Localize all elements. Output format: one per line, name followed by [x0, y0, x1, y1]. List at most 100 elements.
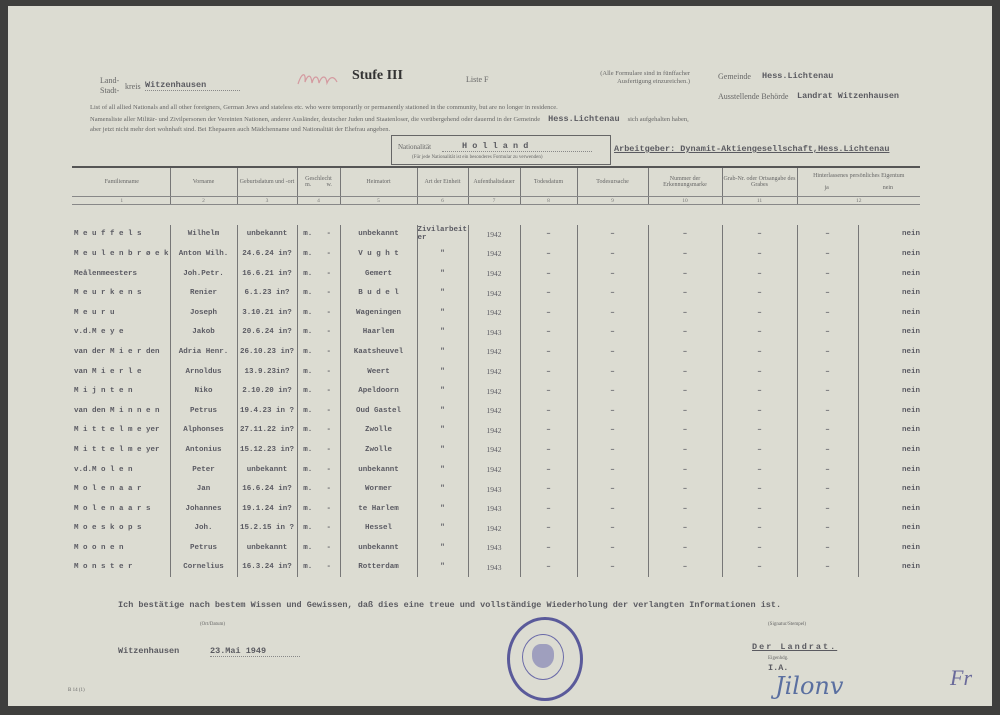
- table-row: v.d.M e y e Jakob 20.6.24 in? m. - Haarlem " 19…: [72, 322, 920, 343]
- table-cell: van den M i n n e n: [74, 406, 160, 415]
- table-cell: –: [647, 263, 722, 284]
- column-header: Art der Einheit: [416, 166, 468, 197]
- table-cell: –: [796, 518, 858, 539]
- table-cell: –: [647, 361, 722, 382]
- official-stamp: [507, 617, 583, 701]
- table-cell: –: [647, 420, 722, 441]
- nationality-box: Nationalität H o l l a n d (Für jede Nat…: [391, 135, 611, 165]
- table-row: M e u f f e l s Wilhelm unbekannt m. - unbeka…: [72, 224, 920, 245]
- table-cell: –: [519, 557, 577, 578]
- table-cell: 1942: [467, 459, 520, 480]
- column-header: Heimatort: [339, 166, 417, 197]
- handwritten-signature: Jilonv: [775, 672, 844, 700]
- table-cell: m.: [296, 498, 318, 519]
- table-cell: 1942: [467, 342, 520, 362]
- table-cell: –: [721, 440, 797, 460]
- table-cell: –: [576, 361, 648, 382]
- table-cell: –: [796, 498, 858, 519]
- table-cell: –: [519, 361, 577, 382]
- table-cell: –: [796, 361, 858, 382]
- table-cell: ": [416, 420, 468, 441]
- table-cell: Jakob: [169, 322, 237, 343]
- table-cell: –: [647, 557, 722, 578]
- table-cell: M e u l e n b r ø e k: [74, 249, 169, 258]
- table-cell: –: [647, 518, 722, 539]
- table-cell: ": [416, 263, 468, 284]
- gemeinde-value: Hess.Lichtenau: [762, 71, 834, 81]
- table-cell: nein: [857, 342, 920, 362]
- land-label: Land-: [100, 76, 120, 85]
- table-cell: nein: [857, 440, 920, 460]
- table-cell: ": [416, 440, 468, 460]
- table-cell: –: [519, 342, 577, 362]
- table-cell: 27.11.22 in?: [236, 420, 297, 441]
- column-number: 2: [169, 196, 237, 205]
- table-cell: M o e s k o p s: [74, 524, 142, 533]
- column-header: Geschlecht m. w.: [296, 166, 340, 197]
- table-cell: -: [326, 504, 331, 513]
- table-cell: 1942: [467, 263, 520, 284]
- table-row: M o o n e n Petrus unbekannt m. - unbekannt " 1…: [72, 538, 920, 558]
- table-cell: 1942: [467, 518, 520, 539]
- kreis-value: Witzenhausen: [145, 80, 240, 91]
- list-label: Liste F: [466, 75, 489, 84]
- table-cell: –: [647, 440, 722, 460]
- ia: I.A.: [768, 663, 789, 673]
- handwritten-initial: Fr: [950, 665, 972, 690]
- role-label: Eigenhdg.: [768, 656, 789, 661]
- table-cell: nein: [857, 381, 920, 401]
- table-cell: Rotterdam: [339, 557, 417, 578]
- table-row: M o e s k o p s Joh. 15.2.15 in ? m. - Hessel…: [72, 518, 920, 539]
- table-cell: ": [416, 479, 468, 499]
- table-cell: –: [519, 440, 577, 460]
- table-cell: –: [576, 302, 648, 323]
- table-cell: -: [326, 308, 331, 317]
- table-cell: -: [326, 249, 331, 258]
- table-cell: m.: [296, 381, 318, 401]
- table-cell: –: [796, 440, 858, 460]
- table-cell: 13.9.23in?: [236, 361, 297, 382]
- table-cell: m.: [296, 302, 318, 323]
- place: Witzenhausen: [118, 646, 180, 656]
- table-cell: unbekannt: [339, 224, 417, 245]
- table-cell: 15.2.15 in ?: [236, 518, 297, 539]
- table-cell: m.: [296, 518, 318, 539]
- table-cell: 16.6.24 in?: [236, 479, 297, 499]
- table-cell: 1943: [467, 498, 520, 519]
- eagle-emblem: [532, 644, 554, 668]
- table-cell: –: [796, 381, 858, 401]
- table-cell: 1943: [467, 557, 520, 578]
- red-annotation: [297, 74, 338, 86]
- table-cell: 16.6.21 in?: [236, 263, 297, 284]
- table-cell: ": [416, 381, 468, 401]
- table-cell: –: [647, 322, 722, 343]
- table-cell: –: [721, 400, 797, 421]
- table-cell: Wormer: [339, 479, 417, 499]
- employer: Arbeitgeber: Dynamit-Aktiengesellschaft,…: [614, 144, 890, 154]
- table-cell: –: [576, 420, 648, 441]
- column-header: Aufenthaltsdauer: [467, 166, 520, 197]
- table-cell: m.: [296, 322, 318, 343]
- table-row: M i t t e l m e yer Antonius 15.12.23 in? m…: [72, 440, 920, 460]
- table-cell: M o l e n a a r: [74, 485, 142, 494]
- table-cell: nein: [857, 283, 920, 303]
- table-cell: –: [796, 420, 858, 441]
- table-cell: -: [326, 445, 331, 454]
- table-cell: Joseph: [169, 302, 237, 323]
- table-cell: –: [576, 557, 648, 578]
- table-cell: –: [721, 244, 797, 264]
- table-cell: ": [416, 518, 468, 539]
- table-cell: –: [576, 224, 648, 245]
- table-cell: nein: [857, 263, 920, 284]
- table-cell: 20.6.24 in?: [236, 322, 297, 343]
- table-cell: nein: [857, 302, 920, 323]
- table-cell: ": [416, 283, 468, 303]
- table-cell: –: [721, 420, 797, 441]
- table-cell: -: [326, 524, 331, 533]
- table-cell: –: [721, 342, 797, 362]
- table-cell: m.: [296, 263, 318, 284]
- table-cell: 1942: [467, 302, 520, 323]
- table-cell: -: [326, 289, 331, 298]
- table-cell: unbekannt: [236, 459, 297, 480]
- table-cell: -: [326, 347, 331, 356]
